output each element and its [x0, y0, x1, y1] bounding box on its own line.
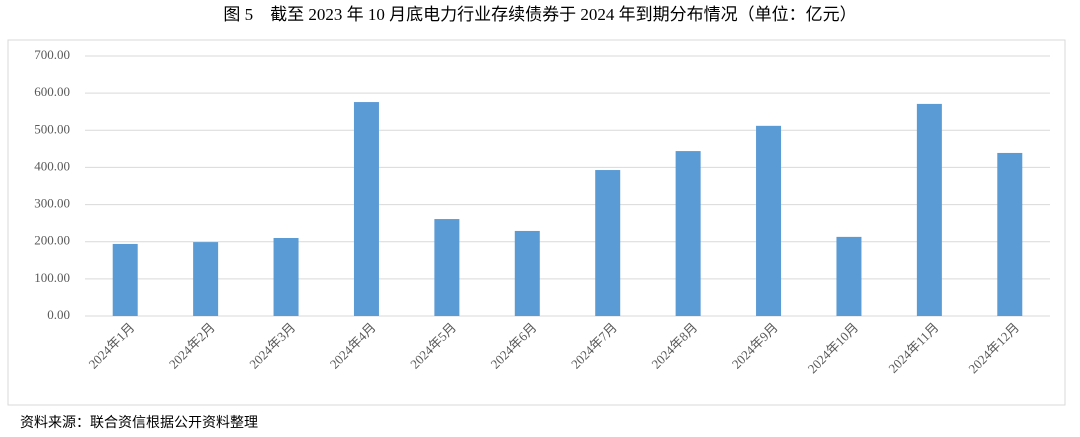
bar	[916, 103, 942, 317]
source-note: 资料来源：联合资信根据公开资料整理	[20, 415, 258, 431]
y-tick-label: 100.00	[34, 270, 70, 285]
bar	[514, 230, 540, 316]
x-tick-label: 2024年7月	[568, 320, 620, 372]
chart-title: 图 5 截至 2023 年 10 月底电力行业存续债券于 2024 年到期分布情…	[223, 5, 856, 24]
x-tick-label: 2024年6月	[488, 320, 540, 372]
bar	[434, 219, 460, 316]
y-tick-label: 600.00	[34, 84, 70, 99]
bar	[273, 238, 299, 316]
bar	[193, 242, 219, 316]
x-tick-label: 2024年5月	[407, 320, 459, 372]
bar	[836, 236, 862, 316]
x-tick-label: 2024年4月	[327, 320, 379, 372]
x-tick-label: 2024年3月	[246, 320, 298, 372]
bar	[112, 243, 138, 316]
y-tick-label: 700.00	[34, 47, 70, 62]
bar	[353, 102, 379, 316]
x-tick-label: 2024年1月	[85, 320, 137, 372]
chart-frame	[7, 39, 1066, 406]
y-tick-label: 500.00	[34, 121, 70, 136]
y-tick-label: 300.00	[34, 196, 70, 211]
x-tick-label: 2024年12月	[965, 320, 1022, 377]
bar	[595, 170, 621, 316]
y-tick-label: 0.00	[47, 307, 70, 322]
x-tick-label: 2024年2月	[166, 320, 218, 372]
x-tick-label: 2024年9月	[729, 320, 781, 372]
bar	[756, 125, 782, 316]
x-tick-label: 2024年10月	[805, 320, 862, 377]
bar	[675, 151, 701, 316]
x-tick-label: 2024年11月	[885, 320, 941, 376]
y-tick-label: 200.00	[34, 233, 70, 248]
bar	[997, 152, 1023, 316]
y-tick-label: 400.00	[34, 158, 70, 173]
x-tick-label: 2024年8月	[648, 320, 700, 372]
